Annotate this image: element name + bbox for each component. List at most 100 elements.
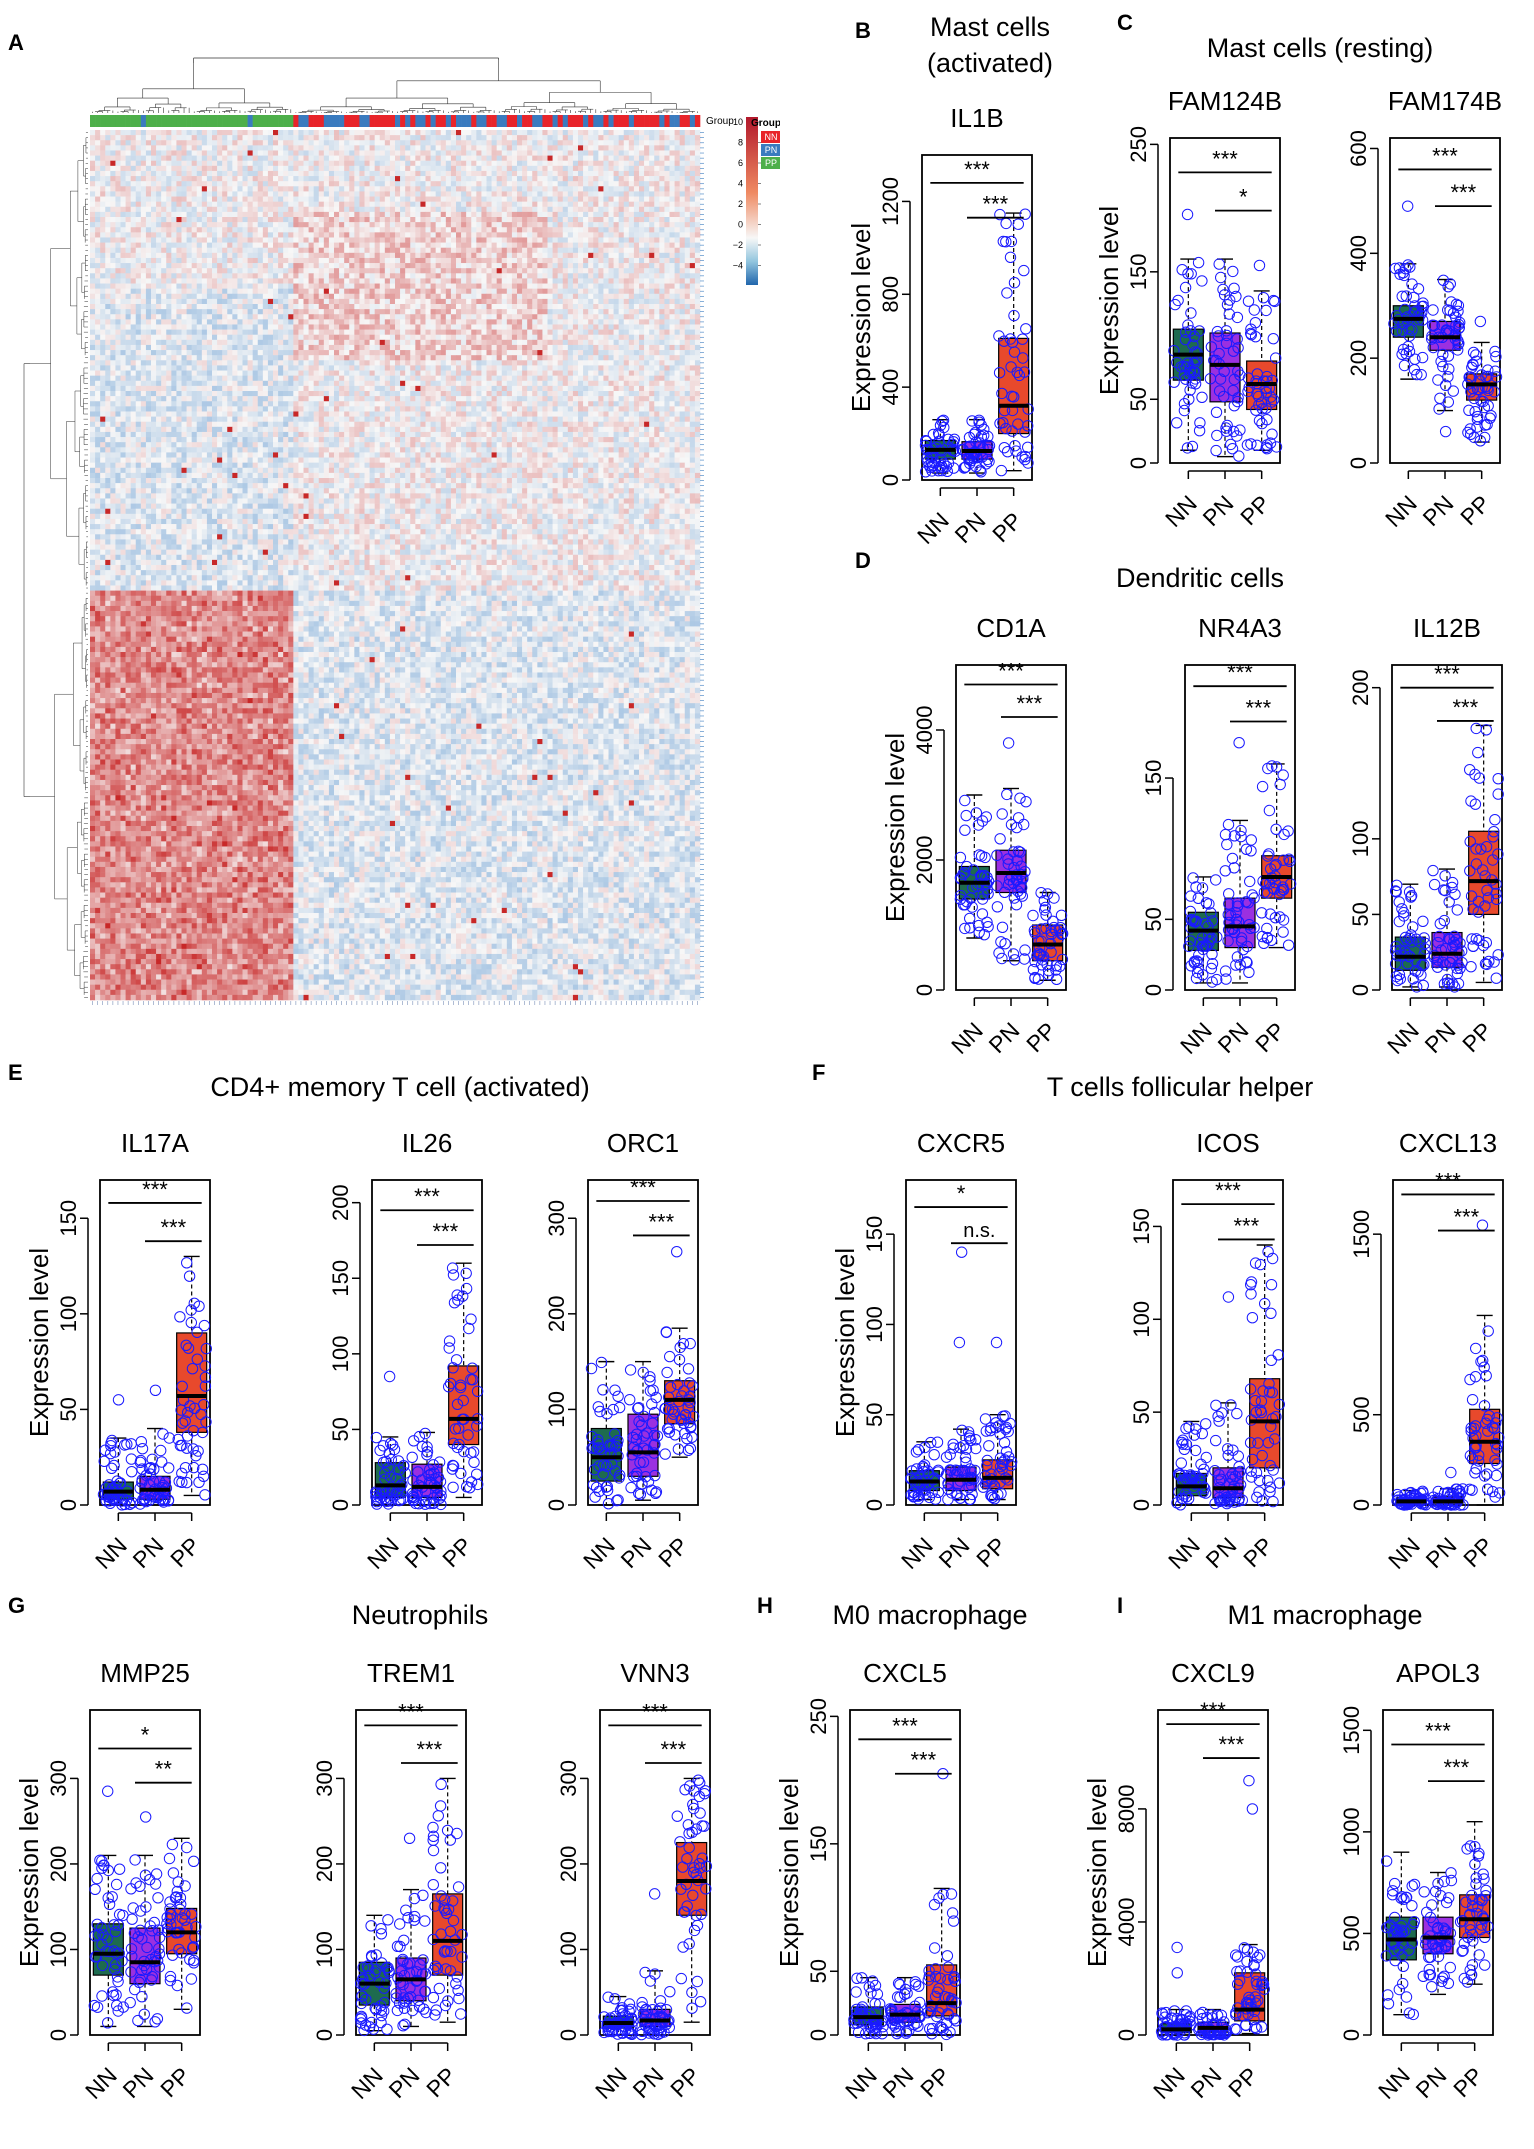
data-point [1417,297,1429,309]
data-point [929,1942,941,1954]
data-point [624,1394,636,1406]
data-point [191,1353,204,1365]
data-point [1245,1465,1257,1477]
data-point [1456,945,1468,957]
data-point [435,1498,447,1511]
data-point [1168,2005,1181,2017]
x-tick-label: PP [1021,1017,1061,1057]
data-point [876,2028,888,2040]
data-point [106,1434,118,1447]
data-point [181,1476,193,1489]
data-point [1230,1491,1242,1504]
data-point [1249,1257,1262,1269]
data-point [175,1404,187,1416]
significance-label: *** [1215,1178,1241,1203]
data-point [447,1269,460,1281]
data-point [163,1852,176,1865]
data-point [1004,251,1017,264]
data-point [1056,928,1068,940]
data-point [970,807,983,819]
data-point [1224,1471,1237,1483]
group-title-b-line1: Mast cells [895,12,1085,43]
data-point [183,1270,196,1282]
data-point [1253,399,1265,411]
data-point [614,2004,627,2017]
data-point [1234,959,1246,971]
data-point [429,1900,441,1912]
data-point [1391,879,1403,891]
y-tick-label: 8000 [1114,1784,1139,1833]
data-point [856,1972,868,1984]
data-point [1266,1252,1279,1265]
color-scale-bar [746,117,758,285]
plot-title: APOL3 [1396,1658,1480,1688]
data-point [448,1297,461,1309]
panel-letter-e: E [8,1060,23,1086]
x-tick-label: PP [987,507,1027,547]
data-point [96,1990,108,2002]
data-point [954,851,967,864]
legend-title: Group [751,118,780,129]
data-point [412,1994,425,2006]
data-point [1412,310,1424,322]
data-point [435,1490,447,1502]
data-point [1465,961,1477,973]
data-point [1020,796,1032,808]
data-point [994,833,1006,845]
y-tick-label: 1500 [1339,1706,1364,1755]
data-point [963,1432,976,1444]
outlier-point [101,1785,114,1797]
data-point [408,1435,420,1447]
x-tick-label: NN [80,2062,122,2104]
data-point [1250,1467,1263,1479]
data-point [891,1991,904,2003]
data-point [1196,275,1208,287]
data-point [996,808,1008,820]
data-point [1022,457,1034,469]
group-title-b-line2: (activated) [895,48,1085,79]
data-point [1416,351,1429,364]
data-point [174,1311,186,1323]
data-point [900,2027,912,2039]
data-point [672,1443,685,1455]
plot-frame [905,1179,1017,1506]
data-point [443,1342,455,1354]
data-point [959,794,971,807]
outlier-point [1171,1941,1183,1954]
outlier-point [1233,737,1245,749]
data-point [613,1401,626,1414]
data-point [1171,356,1183,369]
data-point [193,1476,205,1488]
plot-frame [587,1179,699,1506]
y-tick-label: 300 [556,1760,581,1797]
data-point [1054,960,1066,973]
data-point [457,1290,469,1302]
data-point [1219,965,1232,977]
data-point [1278,828,1290,841]
data-point [173,1943,185,1956]
data-point [1218,390,1230,403]
data-point [1407,1918,1419,1931]
data-point [980,811,993,823]
data-point [646,1417,659,1429]
data-point [1415,369,1427,381]
data-point [965,1471,978,1484]
group-title-i: M1 macrophage [1160,1600,1490,1631]
data-point [1467,903,1479,915]
data-point [1433,403,1445,415]
data-point [973,414,985,426]
data-point [1464,371,1476,383]
data-point [681,1853,693,1865]
plot-title: FAM124B [1168,86,1282,116]
data-point [923,1965,935,1977]
boxplot-fam174b: FAM174B 0 200 400 600 NN PN PP *** *** [1310,68,1520,543]
y-tick-label: 100 [312,1931,337,1968]
data-point [1248,304,1261,316]
data-point [1461,1843,1473,1855]
data-point [1266,428,1278,440]
data-point [675,1414,687,1426]
significance-label: *** [1016,691,1042,716]
data-point [380,1495,392,1507]
